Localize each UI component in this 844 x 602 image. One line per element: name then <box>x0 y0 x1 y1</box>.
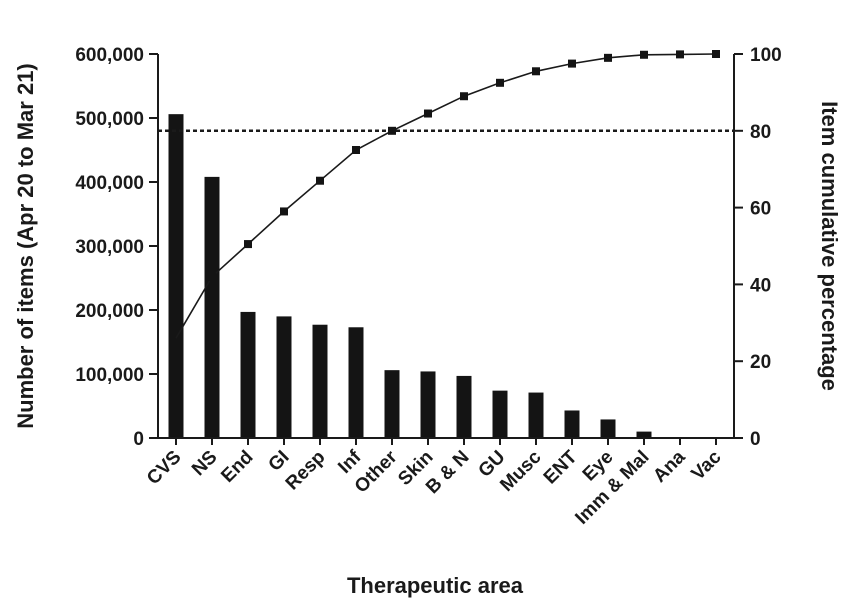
left-tick-label: 100,000 <box>75 365 144 386</box>
x-tick-label: ENT <box>540 446 582 488</box>
cumulative-point-Ana <box>676 50 684 59</box>
bar-Imm & Mal <box>636 431 652 438</box>
bar-series <box>168 114 724 438</box>
bar-Other <box>384 370 400 438</box>
right-tick-label: 80 <box>750 122 771 143</box>
x-tick-label: Vac <box>688 446 726 484</box>
bar-End <box>240 311 256 438</box>
cumulative-point-Inf <box>352 146 360 154</box>
x-tick-label: Ana <box>649 446 690 487</box>
left-tick-label: 300,000 <box>75 237 144 258</box>
cumulative-point-Other <box>388 126 396 135</box>
cumulative-point-GU <box>496 78 504 87</box>
bar-Eye <box>600 419 616 438</box>
cumulative-point-Eye <box>604 53 612 62</box>
right-tick-label: 20 <box>750 352 771 373</box>
cumulative-point-Skin <box>424 109 432 118</box>
right-tick-label: 60 <box>750 199 771 220</box>
cumulative-point-NS <box>208 272 216 281</box>
left-tick-label: 400,000 <box>75 173 144 194</box>
right-tick-label: 0 <box>750 429 761 450</box>
bar-GI <box>276 316 292 438</box>
bar-Musc <box>528 392 544 438</box>
y-axis-title: Number of items (Apr 20 to Mar 21) <box>13 63 38 429</box>
right-tick-label: 40 <box>750 275 771 296</box>
bar-B & N <box>456 375 472 438</box>
cumulative-point-B & N <box>460 92 468 101</box>
bar-Resp <box>312 324 328 438</box>
cumulative-line-series <box>175 50 720 339</box>
left-tick-label: 500,000 <box>75 109 144 130</box>
cumulative-point-Vac <box>712 50 720 58</box>
cumulative-point-ENT <box>568 59 576 68</box>
x-tick-label: CVS <box>143 447 185 489</box>
bar-ENT <box>564 410 580 438</box>
bar-GU <box>492 390 508 438</box>
cumulative-point-Musc <box>532 67 540 76</box>
cumulative-point-Imm & Mal <box>640 50 648 59</box>
x-tick-label: End <box>217 447 257 487</box>
left-axis: 0 100,000 200,000 300,000 400,000 500,000 600,… <box>75 45 159 450</box>
x-tick-label: Resp <box>282 447 330 495</box>
bar-Inf <box>348 327 364 438</box>
x-axis-title: Therapeutic area <box>347 573 524 598</box>
left-tick-label: 0 <box>133 429 144 450</box>
cumulative-line <box>175 53 717 339</box>
y2-axis-title: Item cumulative percentage <box>817 101 842 391</box>
x-tick-label: Other <box>351 446 402 497</box>
x-tick-label: NS <box>188 447 222 481</box>
x-tick-label: Musc <box>496 446 545 495</box>
bar-NS <box>204 176 220 438</box>
bar-CVS <box>168 114 184 438</box>
cumulative-point-GI <box>280 207 288 216</box>
right-tick-label: 100 <box>750 45 782 66</box>
bar-Skin <box>420 371 436 438</box>
cumulative-point-Resp <box>316 176 324 185</box>
cumulative-point-End <box>244 240 252 249</box>
right-axis: 0 20 40 60 80 100 <box>733 45 782 450</box>
left-tick-label: 200,000 <box>75 301 144 322</box>
left-tick-label: 600,000 <box>75 45 144 66</box>
